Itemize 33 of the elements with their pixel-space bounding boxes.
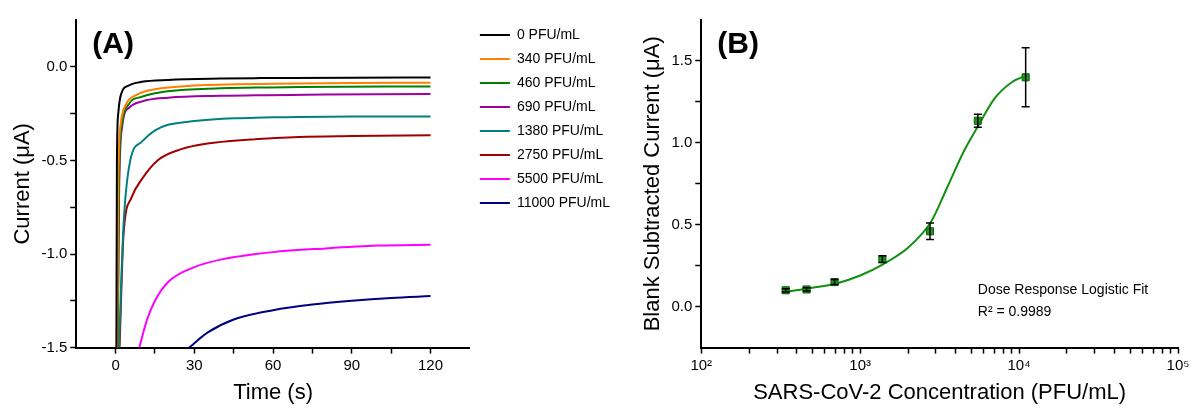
legend-label: 340 PFU/mL xyxy=(516,49,596,66)
y-tick-label: -1.5 xyxy=(41,337,68,355)
y-tick-label: 1.0 xyxy=(671,132,693,150)
y-axis-title: Current (μA) xyxy=(9,123,35,245)
legend-label: 0 PFU/mL xyxy=(516,25,581,42)
legend-label: 11000 PFU/mL xyxy=(516,193,611,210)
y-tick-label: 1.5 xyxy=(671,51,693,69)
chart-title: (B) xyxy=(717,26,759,60)
x-tick-label: 120 xyxy=(418,355,444,373)
x-axis-title: Time (s) xyxy=(233,378,313,404)
annotation: Dose Response Logistic Fit xyxy=(977,281,1149,298)
x-axis-title: SARS-CoV-2 Concentration (PFU/mL) xyxy=(753,378,1127,404)
y-tick-label: -0.5 xyxy=(41,150,68,168)
x-tick-label: 0 xyxy=(111,355,120,373)
x-tick-label: 10⁴ xyxy=(1007,355,1031,373)
y-axis-title: Blank Subtracted Current (μA) xyxy=(639,36,665,332)
chart-title: (A) xyxy=(92,26,134,60)
legend-label: 2750 PFU/mL xyxy=(516,145,604,162)
legend-label: 5500 PFU/mL xyxy=(516,169,604,186)
legend-label: 690 PFU/mL xyxy=(516,97,596,114)
annotation: R² = 0.9989 xyxy=(977,303,1052,320)
x-tick-label: 60 xyxy=(264,355,282,373)
x-tick-label: 10⁵ xyxy=(1166,355,1190,373)
y-tick-label: 0.0 xyxy=(671,296,693,314)
x-tick-label: 10³ xyxy=(849,355,872,373)
y-tick-label: 0.5 xyxy=(671,214,693,232)
legend-label: 460 PFU/mL xyxy=(516,73,596,90)
x-tick-label: 30 xyxy=(185,355,203,373)
y-tick-label: -1.0 xyxy=(41,244,68,262)
y-tick-label: 0.0 xyxy=(46,56,68,74)
x-tick-label: 90 xyxy=(343,355,361,373)
x-tick-label: 10² xyxy=(690,355,713,373)
legend-label: 1380 PFU/mL xyxy=(516,121,604,138)
